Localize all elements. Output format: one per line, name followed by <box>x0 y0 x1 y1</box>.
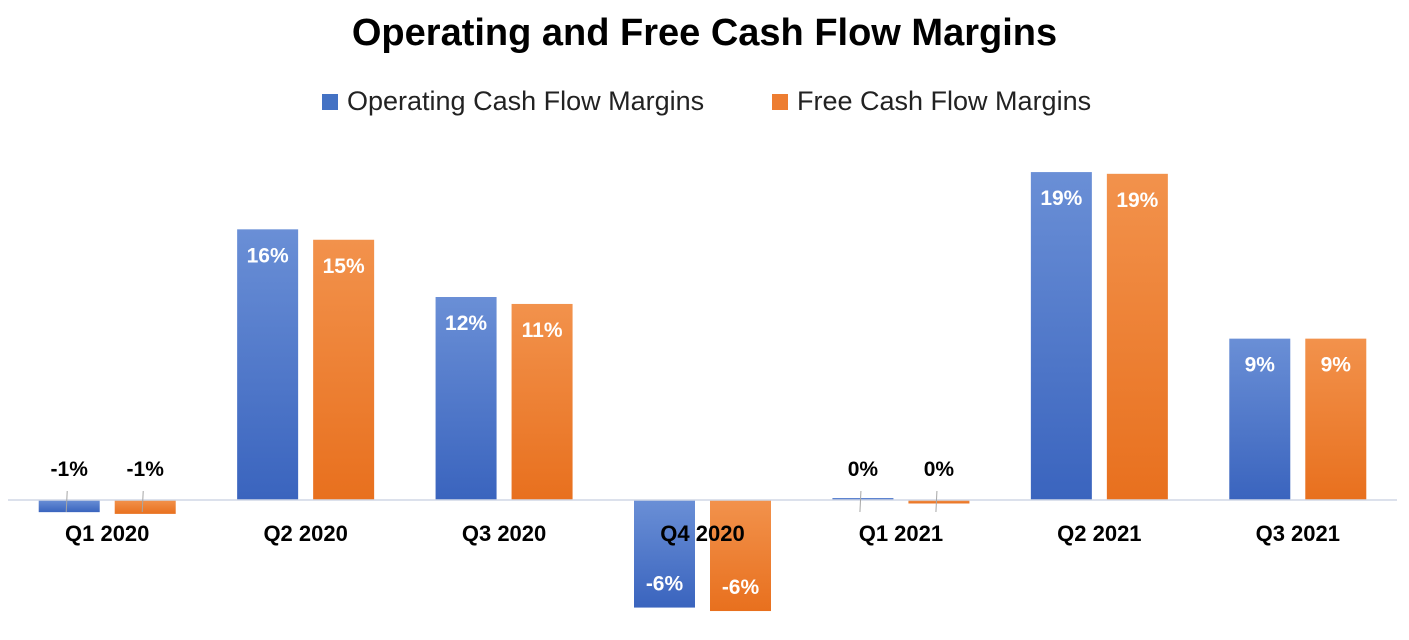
data-label-operating-q2-2020: 16% <box>247 244 289 267</box>
legend-swatch-operating <box>322 93 338 110</box>
data-label-free-q3-2020: 11% <box>522 319 563 342</box>
x-tick-label-q3-2021: Q3 2021 <box>1256 521 1340 546</box>
data-label-free-q2-2020: 15% <box>323 255 365 278</box>
legend-swatch-free <box>772 93 788 110</box>
data-label-operating-q3-2020: 12% <box>445 312 487 335</box>
bar-operating-q4-2020 <box>634 500 695 608</box>
leader-line <box>65 490 68 513</box>
bar-free-q4-2020 <box>710 500 771 612</box>
bar-free-q2-2021 <box>1106 173 1168 500</box>
bar-operating-q3-2020 <box>435 297 497 500</box>
x-tick-label-q2-2021: Q2 2021 <box>1057 521 1141 546</box>
bar-free-q2-2020 <box>313 239 375 500</box>
chart-title: Operating and Free Cash Flow Margins <box>351 12 1058 54</box>
data-label-free-q1-2021: 0% <box>924 458 955 481</box>
data-label-free-q1-2020: -1% <box>127 458 165 481</box>
data-label-operating-q2-2021: 19% <box>1040 187 1082 210</box>
data-label-operating-q1-2021: 0% <box>848 458 879 481</box>
x-tick-label-q2-2020: Q2 2020 <box>263 521 347 546</box>
bar-free-q3-2021 <box>1305 338 1367 500</box>
x-tick-label-q3-2020: Q3 2020 <box>462 521 546 546</box>
legend-label-operating: Operating Cash Flow Margins <box>347 86 705 116</box>
chart-legend: Operating Cash Flow Margins Free Cash Fl… <box>0 86 1409 120</box>
bar-operating-q1-2021 <box>832 498 894 500</box>
bar-free-q1-2020 <box>114 500 176 514</box>
data-label-free-q3-2021: 9% <box>1321 354 1352 377</box>
data-label-operating-q1-2020: -1% <box>51 458 89 481</box>
legend-item-operating: Operating Cash Flow Margins <box>322 86 704 117</box>
bar-free-q3-2020 <box>511 303 573 500</box>
bar-operating-q2-2020 <box>237 229 299 500</box>
bar-free-q1-2021 <box>908 500 970 504</box>
leader-line <box>141 490 144 513</box>
x-tick-label-q1-2020: Q1 2020 <box>65 521 149 546</box>
x-tick-label-q1-2021: Q1 2021 <box>859 521 943 546</box>
data-label-operating-q3-2021: 9% <box>1245 354 1276 377</box>
x-tick-label-q4-2020: Q4 2020 <box>660 521 744 546</box>
leader-line <box>859 490 862 513</box>
legend-item-free: Free Cash Flow Margins <box>772 86 1091 117</box>
bar-operating-q2-2021 <box>1030 172 1092 500</box>
leader-line <box>935 490 938 513</box>
legend-label-free: Free Cash Flow Margins <box>797 86 1092 116</box>
data-label-free-q2-2021: 19% <box>1116 189 1158 212</box>
bar-operating-q3-2021 <box>1229 338 1291 500</box>
data-label-operating-q4-2020: -6% <box>646 573 684 596</box>
bar-operating-q1-2020 <box>38 500 100 513</box>
data-label-free-q4-2020: -6% <box>722 576 760 599</box>
